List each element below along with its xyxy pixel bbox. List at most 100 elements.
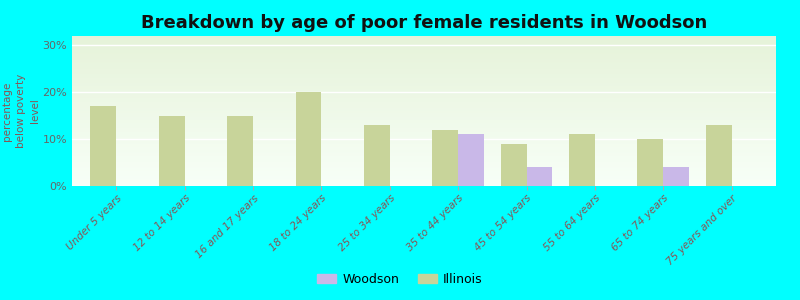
Bar (72, 148, 776, 150)
Bar (72, 76, 776, 78)
Bar (72, 167, 776, 168)
Bar (72, 93, 776, 94)
Bar (72, 63, 776, 64)
Bar (72, 165, 776, 166)
Bar (72, 105, 776, 106)
Bar (638, 139, 663, 186)
Bar (72, 108, 776, 110)
Bar (501, 144, 526, 186)
Bar (72, 50, 776, 51)
Bar (72, 158, 776, 159)
Bar (72, 40, 776, 42)
Bar (72, 150, 776, 152)
Bar (72, 96, 776, 98)
Bar (72, 110, 776, 111)
Bar (72, 178, 776, 180)
Bar (72, 118, 776, 120)
Bar (72, 70, 776, 72)
Bar (72, 44, 776, 45)
Bar (72, 64, 776, 66)
Bar (72, 87, 776, 88)
Bar (72, 126, 776, 128)
Bar (72, 129, 776, 130)
Bar (364, 125, 390, 186)
Bar (72, 51, 776, 52)
Bar (72, 38, 776, 39)
Bar (72, 142, 776, 144)
Bar (526, 167, 553, 186)
Bar (295, 92, 322, 186)
Bar (72, 160, 776, 162)
Bar (72, 56, 776, 57)
Bar (72, 99, 776, 100)
Bar (72, 122, 776, 123)
Bar (72, 183, 776, 184)
Bar (72, 69, 776, 70)
Bar (72, 171, 776, 172)
Bar (72, 162, 776, 164)
Bar (72, 144, 776, 146)
Bar (72, 120, 776, 122)
Bar (72, 82, 776, 84)
Bar (72, 60, 776, 61)
Bar (72, 177, 776, 178)
Bar (72, 135, 776, 136)
Bar (72, 42, 776, 44)
Bar (72, 164, 776, 165)
Bar (72, 106, 776, 108)
Bar (72, 130, 776, 132)
Bar (432, 130, 458, 186)
Bar (72, 141, 776, 142)
Bar (72, 159, 776, 160)
Bar (72, 94, 776, 96)
Bar (72, 154, 776, 156)
Bar (72, 48, 776, 50)
Bar (72, 72, 776, 74)
Bar (72, 114, 776, 116)
Bar (72, 147, 776, 148)
Bar (227, 116, 253, 186)
Bar (72, 74, 776, 75)
Bar (72, 136, 776, 138)
Bar (72, 46, 776, 48)
Bar (72, 124, 776, 126)
Bar (72, 116, 776, 117)
Bar (72, 169, 776, 171)
Bar (72, 112, 776, 114)
Bar (72, 111, 776, 112)
Bar (72, 103, 776, 105)
Bar (72, 78, 776, 80)
Bar (72, 182, 776, 183)
Bar (72, 128, 776, 129)
Legend: Woodson, Illinois: Woodson, Illinois (312, 268, 488, 291)
Bar (72, 168, 776, 170)
Bar (72, 61, 776, 63)
Bar (663, 167, 689, 186)
Bar (72, 80, 776, 81)
Bar (72, 66, 776, 68)
Bar (72, 85, 776, 87)
Bar (72, 138, 776, 140)
Bar (72, 152, 776, 153)
Bar (72, 184, 776, 186)
Bar (72, 153, 776, 154)
Bar (72, 156, 776, 158)
Bar (72, 98, 776, 99)
Bar (72, 58, 776, 60)
Bar (72, 140, 776, 141)
Bar (72, 75, 776, 76)
Bar (72, 92, 776, 93)
Bar (72, 81, 776, 82)
Bar (72, 172, 776, 174)
Bar (72, 57, 776, 58)
Bar (72, 134, 776, 135)
Bar (72, 52, 776, 54)
Bar (569, 134, 595, 186)
Bar (72, 123, 776, 124)
Bar (72, 102, 776, 104)
Bar (159, 116, 185, 186)
Bar (458, 134, 484, 186)
Bar (72, 54, 776, 56)
Bar (72, 132, 776, 134)
Bar (72, 90, 776, 92)
